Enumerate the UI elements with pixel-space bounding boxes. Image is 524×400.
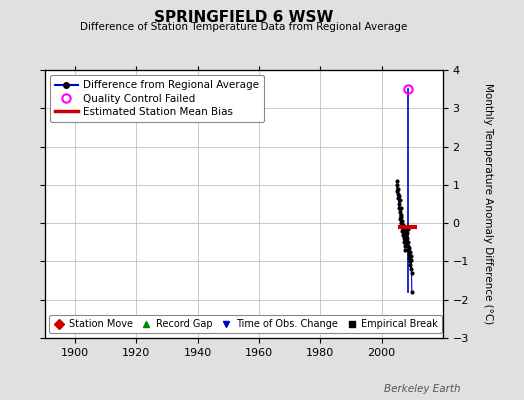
Text: SPRINGFIELD 6 WSW: SPRINGFIELD 6 WSW	[154, 10, 333, 25]
Legend: Station Move, Record Gap, Time of Obs. Change, Empirical Break: Station Move, Record Gap, Time of Obs. C…	[49, 315, 442, 333]
Text: Difference of Station Temperature Data from Regional Average: Difference of Station Temperature Data f…	[80, 22, 407, 32]
Text: Berkeley Earth: Berkeley Earth	[385, 384, 461, 394]
Y-axis label: Monthly Temperature Anomaly Difference (°C): Monthly Temperature Anomaly Difference (…	[483, 83, 493, 325]
